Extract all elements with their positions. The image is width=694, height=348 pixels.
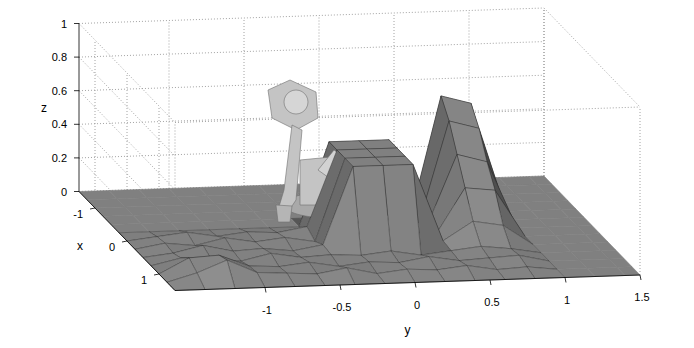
svg-text:x: x xyxy=(77,239,83,253)
svg-text:1: 1 xyxy=(61,18,67,30)
svg-text:-1: -1 xyxy=(262,304,272,316)
svg-text:0: 0 xyxy=(61,186,67,198)
svg-text:z: z xyxy=(41,101,47,115)
svg-text:y: y xyxy=(405,323,411,337)
svg-text:0.8: 0.8 xyxy=(52,51,67,63)
svg-text:-0.5: -0.5 xyxy=(333,301,352,313)
svg-text:1: 1 xyxy=(564,294,570,306)
svg-text:0.6: 0.6 xyxy=(52,85,67,97)
svg-text:1: 1 xyxy=(141,274,147,286)
svg-text:-1: -1 xyxy=(73,208,83,220)
svg-text:1.5: 1.5 xyxy=(634,291,649,303)
svg-text:0.4: 0.4 xyxy=(52,118,67,130)
svg-text:0: 0 xyxy=(109,241,115,253)
svg-text:0.2: 0.2 xyxy=(52,152,67,164)
svg-text:0.5: 0.5 xyxy=(484,296,499,308)
svg-text:0: 0 xyxy=(414,299,420,311)
